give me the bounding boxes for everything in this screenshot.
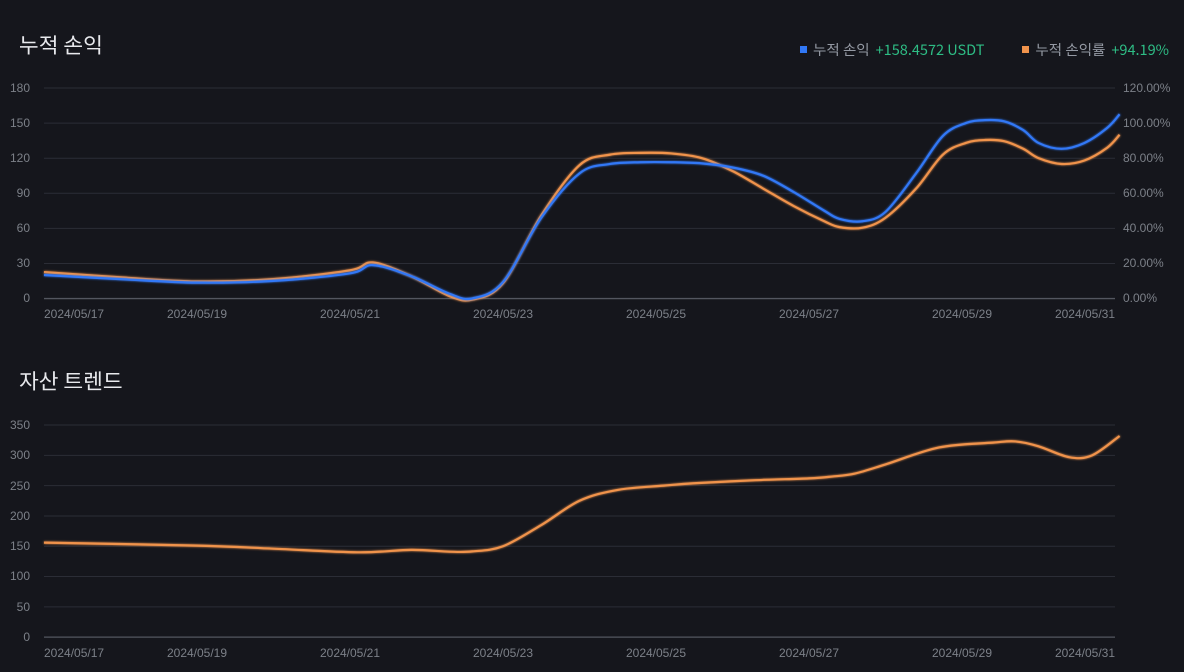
svg-text:150: 150 <box>10 116 30 130</box>
svg-text:2024/05/19: 2024/05/19 <box>167 646 227 660</box>
svg-text:150: 150 <box>10 539 30 553</box>
svg-text:2024/05/27: 2024/05/27 <box>779 307 839 321</box>
svg-text:200: 200 <box>10 509 30 523</box>
svg-text:90: 90 <box>17 186 31 200</box>
svg-text:2024/05/17: 2024/05/17 <box>44 307 104 321</box>
svg-text:120.00%: 120.00% <box>1123 81 1171 95</box>
svg-text:2024/05/29: 2024/05/29 <box>932 307 992 321</box>
svg-text:2024/05/31: 2024/05/31 <box>1055 307 1115 321</box>
svg-text:2024/05/31: 2024/05/31 <box>1055 646 1115 660</box>
svg-text:0.00%: 0.00% <box>1123 291 1157 305</box>
svg-text:2024/05/23: 2024/05/23 <box>473 307 533 321</box>
svg-text:80.00%: 80.00% <box>1123 151 1164 165</box>
svg-text:180: 180 <box>10 81 30 95</box>
svg-text:50: 50 <box>17 600 31 614</box>
svg-text:2024/05/29: 2024/05/29 <box>932 646 992 660</box>
svg-text:300: 300 <box>10 448 30 462</box>
svg-text:0: 0 <box>23 291 30 305</box>
svg-text:250: 250 <box>10 479 30 493</box>
svg-text:2024/05/27: 2024/05/27 <box>779 646 839 660</box>
svg-text:2024/05/21: 2024/05/21 <box>320 646 380 660</box>
svg-text:2024/05/25: 2024/05/25 <box>626 646 686 660</box>
svg-text:0: 0 <box>23 630 30 644</box>
svg-text:60.00%: 60.00% <box>1123 186 1164 200</box>
svg-text:20.00%: 20.00% <box>1123 256 1164 270</box>
svg-text:2024/05/17: 2024/05/17 <box>44 646 104 660</box>
svg-text:2024/05/23: 2024/05/23 <box>473 646 533 660</box>
svg-text:350: 350 <box>10 418 30 432</box>
svg-text:30: 30 <box>17 256 31 270</box>
svg-text:100.00%: 100.00% <box>1123 116 1171 130</box>
svg-text:2024/05/21: 2024/05/21 <box>320 307 380 321</box>
svg-text:2024/05/19: 2024/05/19 <box>167 307 227 321</box>
svg-text:40.00%: 40.00% <box>1123 221 1164 235</box>
svg-text:60: 60 <box>17 221 31 235</box>
svg-text:100: 100 <box>10 569 30 583</box>
svg-text:2024/05/25: 2024/05/25 <box>626 307 686 321</box>
svg-text:120: 120 <box>10 151 30 165</box>
